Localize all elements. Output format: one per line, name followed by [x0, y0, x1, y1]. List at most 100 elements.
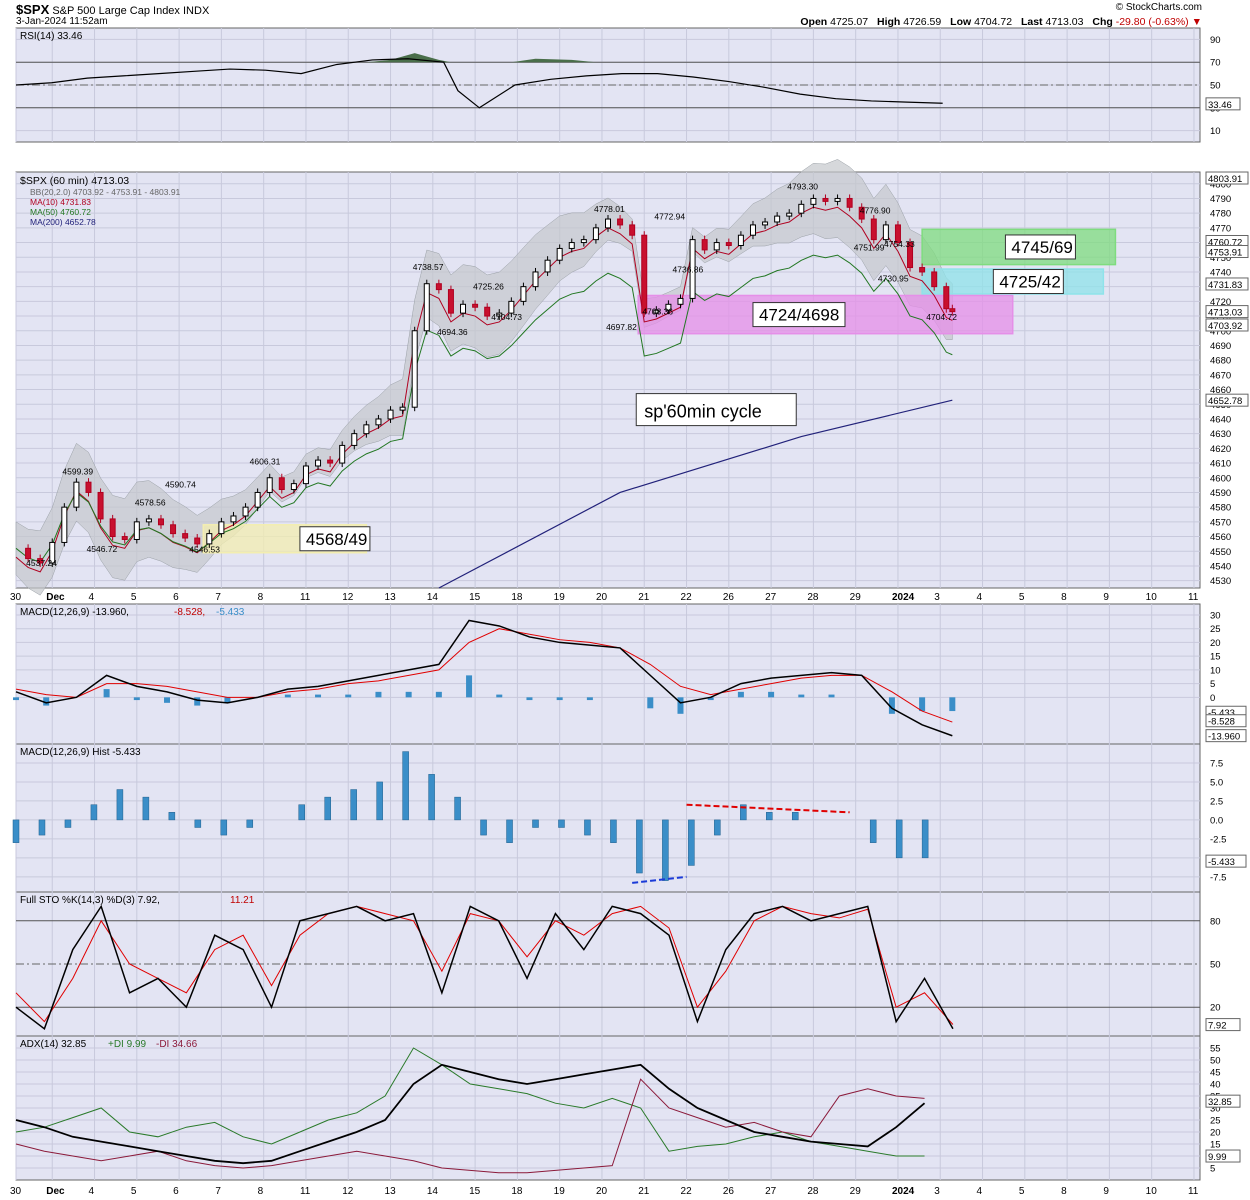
candle — [894, 224, 901, 244]
candle — [882, 224, 889, 241]
candle — [858, 206, 865, 220]
x-axis-label: Dec — [46, 592, 65, 603]
adx-legend: ADX(14) 32.85 — [20, 1039, 87, 1050]
candle — [496, 312, 503, 317]
adx-plus-di-line — [15, 1047, 925, 1157]
tick-label: 10 — [1210, 665, 1221, 676]
tick-label: 4740 — [1210, 267, 1231, 278]
x-axis-label: 13 — [385, 592, 397, 603]
chg-label: Chg — [1092, 16, 1113, 28]
tick-label: 50 — [1210, 1056, 1221, 1067]
macd-legend-signal: -8.528, — [174, 607, 205, 618]
hist-bar — [454, 796, 461, 821]
panel-hist — [15, 743, 1201, 893]
rsi-overbought-fill — [366, 53, 451, 63]
macd-hist-bar — [798, 694, 805, 698]
candle — [580, 239, 587, 244]
candle — [931, 271, 938, 288]
tick-label: -2.5 — [1210, 834, 1226, 845]
candle — [315, 459, 322, 467]
tick-label: 25 — [1210, 1116, 1221, 1127]
x-axis-label: 30 — [10, 592, 22, 603]
sto-legend-d: 11.21 — [230, 895, 255, 906]
last-value: 4713.03 — [1045, 16, 1084, 28]
candle — [254, 491, 261, 508]
hist-legend: MACD(12,26,9) Hist -5.433 — [20, 747, 141, 758]
adx-legend-pdi: +DI 9.99 — [108, 1039, 147, 1050]
macd-hist-bar — [768, 691, 775, 698]
price-badge: 4713.03 — [1208, 308, 1242, 319]
tick-label: 20 — [1210, 638, 1221, 649]
tick-label: 4640 — [1210, 414, 1231, 425]
macd-hist-bar — [164, 697, 171, 703]
x-axis-label-bottom: 21 — [638, 1186, 650, 1197]
candle — [387, 409, 394, 420]
candle — [375, 418, 382, 426]
price-annotation: 4778.01 — [594, 204, 625, 214]
tick-label: 30 — [1210, 610, 1221, 621]
x-axis-label: 10 — [1146, 592, 1158, 603]
hist-bar — [428, 774, 435, 821]
tick-label: 0.0 — [1210, 815, 1223, 826]
macd-hist-bar — [586, 697, 593, 701]
hist-bar — [584, 819, 591, 836]
candle — [629, 224, 636, 236]
candle — [520, 286, 527, 302]
tick-label: 4770 — [1210, 223, 1231, 234]
macd-badge: -5.433 — [1208, 708, 1235, 719]
macd-line — [15, 619, 953, 737]
tick-label: 4530 — [1210, 576, 1231, 587]
candle — [749, 224, 756, 236]
x-axis-label-bottom: 11 — [1188, 1186, 1199, 1197]
zone-label-box — [752, 302, 846, 328]
x-axis-label: 26 — [723, 592, 735, 603]
zone-label: 4725/42 — [999, 273, 1060, 292]
x-axis-label: 4 — [977, 592, 983, 603]
price-annotation: 4599.39 — [62, 467, 93, 477]
price-annotation: 4738.57 — [413, 262, 444, 272]
hist-bar — [220, 819, 228, 836]
candle — [145, 518, 152, 523]
adx-line — [15, 1063, 926, 1165]
x-axis-label: 19 — [554, 592, 566, 603]
price-annotation: 4694.36 — [437, 327, 468, 337]
price-annotation: 4590.74 — [165, 479, 196, 489]
price-annotation: 4546.72 — [87, 544, 118, 554]
rsi-overbought-fill — [511, 58, 596, 63]
macd-hist-bar — [405, 691, 412, 698]
tick-label: 4670 — [1210, 370, 1231, 381]
x-axis-label-bottom: 9 — [1103, 1186, 1109, 1197]
candle — [484, 306, 491, 317]
adx-badge: 32.85 — [1208, 1097, 1232, 1108]
tick-label: 30 — [1210, 1104, 1221, 1115]
hist-bar — [532, 819, 539, 828]
candle — [194, 537, 201, 545]
hist-bar — [324, 796, 331, 821]
open-value: 4725.07 — [830, 16, 869, 28]
candle — [532, 271, 539, 288]
macd-badge-box — [1205, 729, 1247, 743]
candle — [447, 289, 454, 314]
x-axis-label-bottom: 26 — [723, 1186, 735, 1197]
candle — [508, 300, 515, 314]
x-axis-label: 3 — [934, 592, 940, 603]
price-annotation: 4751.99 — [854, 242, 885, 252]
tick-label: 5 — [1210, 679, 1215, 690]
adx-legend-mdi: -DI 34.66 — [156, 1039, 198, 1050]
tick-label: 4620 — [1210, 444, 1231, 455]
macd-legend-hist: -5.433 — [216, 607, 245, 618]
hist-bar — [90, 804, 98, 821]
candle — [399, 406, 406, 411]
tick-label: 55 — [1210, 1044, 1221, 1055]
sto-d-line — [15, 905, 954, 1025]
macd-hist-bar — [647, 697, 654, 709]
candle — [798, 203, 805, 214]
sto-legend: Full STO %K(14,3) %D(3) 7.92, — [20, 895, 160, 906]
candle — [786, 212, 793, 217]
tick-label: 4800 — [1210, 179, 1231, 190]
macd-hist-bar — [435, 691, 442, 698]
ma10-legend: MA(10) 4731.83 — [30, 197, 91, 207]
price-annotation: 4776.90 — [860, 206, 891, 216]
brand-watermark: © StockCharts.com — [1115, 2, 1202, 13]
x-axis-label-bottom: 11 — [300, 1186, 311, 1197]
